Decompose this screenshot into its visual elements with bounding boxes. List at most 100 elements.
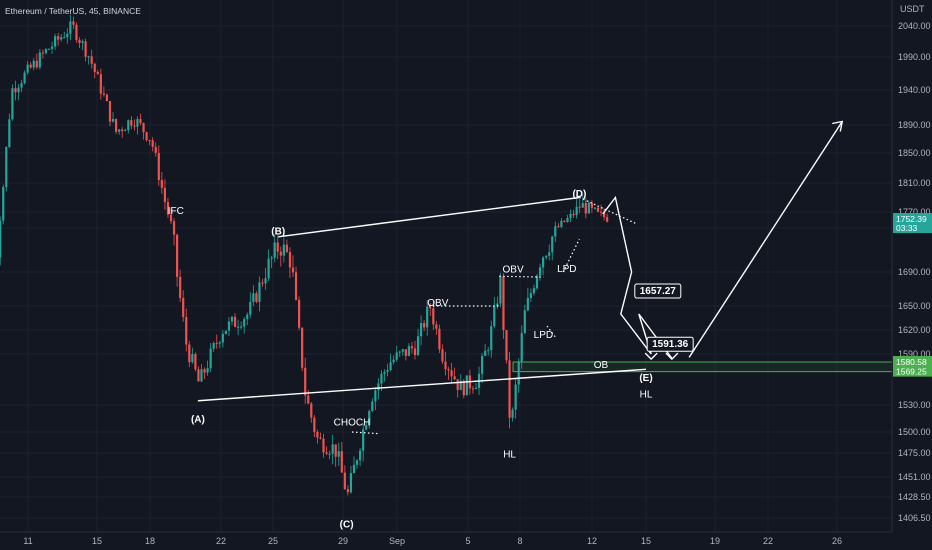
- candle: [145, 131, 148, 142]
- y-axis-panel[interactable]: [892, 0, 932, 532]
- candle: [291, 255, 295, 277]
- candle: [163, 179, 166, 210]
- candle: [548, 244, 551, 261]
- candle: [386, 363, 389, 377]
- candle: [319, 432, 322, 440]
- candle: [542, 256, 545, 276]
- candle: [160, 171, 163, 194]
- candle: [334, 444, 337, 467]
- candle: [481, 352, 484, 383]
- candle: [599, 204, 603, 217]
- x-tick-label: 29: [338, 536, 348, 546]
- candle: [133, 119, 136, 131]
- choch-level[interactable]: [351, 431, 380, 435]
- obv-level-2[interactable]: [499, 275, 544, 278]
- candle: [487, 346, 490, 356]
- candle: [270, 255, 273, 269]
- candle: [563, 220, 566, 223]
- candle: [590, 200, 593, 213]
- candle: [288, 247, 292, 278]
- trendline-lower[interactable]: [197, 368, 647, 402]
- label-hl: HL: [503, 450, 516, 461]
- ob-zone-rect[interactable]: [512, 361, 893, 373]
- candle: [264, 267, 267, 290]
- candle: [532, 284, 536, 296]
- candle: [294, 266, 298, 301]
- trendline-upper[interactable]: [278, 196, 580, 238]
- candle: [127, 119, 130, 134]
- candle: [139, 113, 142, 126]
- x-tick-label: 5: [465, 536, 470, 546]
- candle: [465, 375, 468, 396]
- candle: [23, 70, 26, 85]
- ob-bottom-tag[interactable]: 1569.25: [893, 365, 932, 377]
- candle: [593, 206, 597, 210]
- d-slope[interactable]: [579, 196, 638, 225]
- annotations: (A)(B)(C)L(D)(E)HLHLIFCCHOCHOBVOBVLPDLPD…: [168, 189, 694, 546]
- arrowhead-e1: [644, 352, 658, 361]
- price-callout-text: 1657.27: [640, 286, 677, 297]
- candle: [435, 321, 438, 335]
- candle: [0, 216, 2, 266]
- lpd-dot-1[interactable]: [546, 325, 557, 339]
- candle: [169, 208, 173, 224]
- candle: [410, 341, 414, 354]
- label-b: (B): [271, 227, 285, 238]
- candle: [84, 38, 87, 62]
- candle: [365, 421, 368, 431]
- candle: [218, 340, 221, 349]
- candle: [279, 246, 282, 267]
- candle: [520, 325, 523, 369]
- candle: [276, 235, 279, 260]
- candle: [285, 239, 288, 254]
- y-tick-label: 1770.00: [898, 207, 931, 217]
- candle: [151, 137, 154, 152]
- drawings: [197, 120, 844, 435]
- last-price-tag-countdown: 03:33: [896, 223, 918, 233]
- price-callout[interactable]: 1591.36: [646, 336, 694, 352]
- candle: [529, 288, 532, 302]
- candle: [224, 330, 227, 335]
- candle: [505, 330, 508, 364]
- candle: [301, 327, 304, 372]
- y-tick-label: 2040.00: [898, 21, 931, 31]
- candle: [102, 86, 105, 97]
- x-axis-panel[interactable]: [0, 532, 932, 550]
- x-tick-label: 22: [216, 536, 226, 546]
- y-tick-label: 1590.00: [898, 349, 931, 359]
- candle: [584, 197, 587, 219]
- candle: [11, 84, 14, 121]
- label-e: (E): [639, 373, 652, 384]
- candle: [551, 235, 554, 261]
- candle: [416, 328, 420, 356]
- candle: [569, 209, 572, 223]
- candle: [221, 330, 224, 348]
- candle: [197, 366, 200, 382]
- candle: [328, 450, 331, 460]
- candle: [72, 16, 75, 29]
- projection-up[interactable]: [688, 121, 843, 358]
- price-callout[interactable]: 1657.27: [634, 283, 682, 299]
- candle: [57, 32, 60, 46]
- candle: [560, 218, 563, 229]
- ob-top-tag[interactable]: 1580.58: [893, 356, 932, 368]
- x-tick-label: 25: [268, 536, 278, 546]
- candle: [490, 320, 493, 358]
- candle: [237, 319, 240, 336]
- candle: [35, 53, 38, 70]
- currency-label: USDT: [900, 4, 925, 14]
- last-price-tag-value: 1752.39: [896, 214, 927, 224]
- label-d: (D): [572, 189, 586, 200]
- candle: [438, 324, 441, 353]
- projection-path[interactable]: [602, 195, 673, 359]
- candle: [432, 300, 435, 330]
- candle: [105, 93, 109, 102]
- x-tick-label: Sep: [389, 536, 405, 546]
- candle: [136, 116, 139, 135]
- y-tick-label: 1850.00: [898, 148, 931, 158]
- candle: [99, 68, 102, 100]
- x-tick-label: 15: [92, 536, 102, 546]
